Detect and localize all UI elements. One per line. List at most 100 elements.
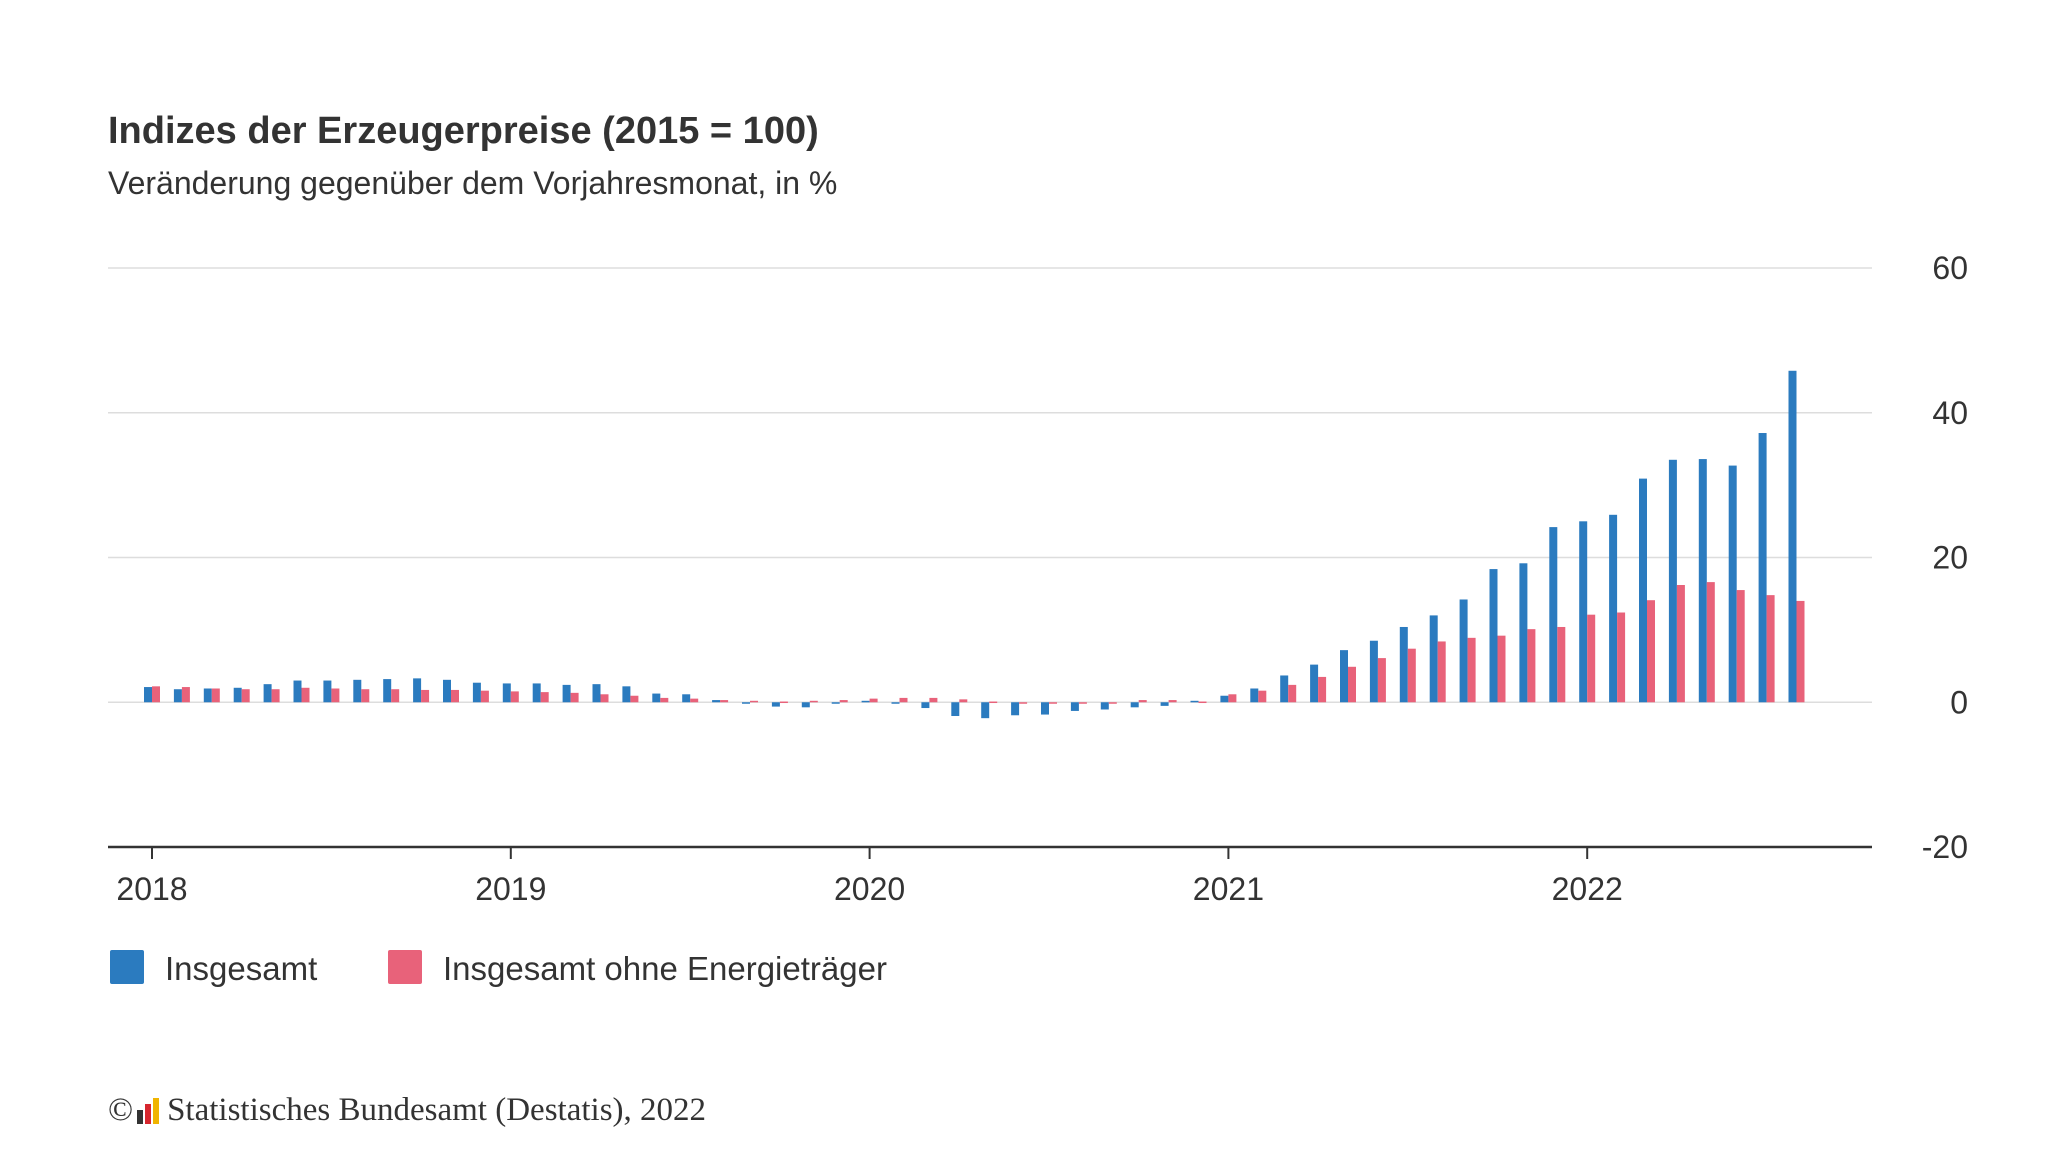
bar-insgesamt[interactable]	[263, 684, 272, 703]
bar-insgesamt[interactable]	[233, 687, 242, 703]
bar-insgesamt[interactable]	[1609, 514, 1618, 703]
bar-insgesamt[interactable]	[1369, 640, 1378, 703]
bar-ohne-energietraeger[interactable]	[1407, 648, 1416, 703]
bar-ohne-energietraeger[interactable]	[391, 689, 400, 703]
bar-insgesamt[interactable]	[1160, 702, 1169, 706]
bar-insgesamt[interactable]	[1489, 569, 1498, 703]
bar-insgesamt[interactable]	[1399, 626, 1408, 703]
bar-ohne-energietraeger[interactable]	[570, 692, 579, 703]
bar-ohne-energietraeger[interactable]	[720, 700, 729, 703]
bar-insgesamt[interactable]	[861, 700, 870, 703]
bar-insgesamt[interactable]	[712, 700, 721, 703]
bar-insgesamt[interactable]	[1130, 702, 1139, 708]
bar-insgesamt[interactable]	[443, 679, 451, 703]
bar-ohne-energietraeger[interactable]	[1019, 702, 1028, 704]
bar-insgesamt[interactable]	[562, 684, 571, 703]
bar-insgesamt[interactable]	[682, 694, 691, 703]
bar-ohne-energietraeger[interactable]	[331, 688, 340, 703]
bar-insgesamt[interactable]	[771, 702, 780, 707]
bar-insgesamt[interactable]	[203, 688, 212, 703]
bar-ohne-energietraeger[interactable]	[301, 687, 310, 703]
bar-ohne-energietraeger[interactable]	[152, 686, 160, 703]
bar-insgesamt[interactable]	[1011, 702, 1020, 716]
bar-ohne-energietraeger[interactable]	[241, 689, 250, 703]
bar-ohne-energietraeger[interactable]	[750, 700, 758, 703]
bar-ohne-energietraeger[interactable]	[1587, 614, 1596, 703]
bar-insgesamt[interactable]	[1190, 700, 1199, 703]
bar-insgesamt[interactable]	[1340, 650, 1348, 703]
bar-insgesamt[interactable]	[323, 680, 332, 703]
bar-ohne-energietraeger[interactable]	[271, 689, 280, 703]
bar-insgesamt[interactable]	[293, 680, 302, 703]
bar-ohne-energietraeger[interactable]	[1078, 702, 1087, 704]
bar-insgesamt[interactable]	[742, 702, 750, 704]
bar-ohne-energietraeger[interactable]	[690, 698, 699, 703]
bar-insgesamt[interactable]	[652, 693, 661, 703]
bar-insgesamt[interactable]	[502, 683, 511, 703]
bar-ohne-energietraeger[interactable]	[809, 700, 818, 703]
bar-ohne-energietraeger[interactable]	[1348, 666, 1356, 703]
bar-insgesamt[interactable]	[472, 682, 481, 703]
bar-ohne-energietraeger[interactable]	[869, 698, 878, 703]
bar-ohne-energietraeger[interactable]	[1527, 629, 1536, 703]
bar-ohne-energietraeger[interactable]	[540, 692, 549, 703]
bar-insgesamt[interactable]	[801, 702, 810, 708]
bar-insgesamt[interactable]	[353, 679, 362, 703]
bar-ohne-energietraeger[interactable]	[1497, 635, 1506, 703]
bar-ohne-energietraeger[interactable]	[989, 701, 998, 704]
bar-ohne-energietraeger[interactable]	[1766, 595, 1775, 703]
bar-insgesamt[interactable]	[1459, 599, 1468, 703]
bar-insgesamt[interactable]	[1728, 465, 1737, 703]
bar-insgesamt[interactable]	[891, 702, 900, 704]
bar-ohne-energietraeger[interactable]	[181, 687, 190, 703]
bar-insgesamt[interactable]	[1041, 702, 1049, 715]
bar-ohne-energietraeger[interactable]	[1617, 612, 1626, 703]
bar-ohne-energietraeger[interactable]	[211, 688, 220, 703]
bar-ohne-energietraeger[interactable]	[1288, 684, 1297, 703]
bar-insgesamt[interactable]	[1639, 478, 1647, 703]
bar-insgesamt[interactable]	[1250, 688, 1259, 703]
bar-ohne-energietraeger[interactable]	[1168, 700, 1177, 703]
bar-ohne-energietraeger[interactable]	[421, 689, 430, 703]
bar-ohne-energietraeger[interactable]	[899, 697, 908, 703]
bar-ohne-energietraeger[interactable]	[839, 700, 848, 703]
bar-insgesamt[interactable]	[981, 702, 990, 719]
bar-insgesamt[interactable]	[1519, 563, 1528, 703]
bar-ohne-energietraeger[interactable]	[1676, 585, 1685, 703]
bar-insgesamt[interactable]	[1788, 370, 1797, 703]
bar-ohne-energietraeger[interactable]	[1437, 641, 1446, 703]
bar-insgesamt[interactable]	[1579, 521, 1588, 703]
bar-insgesamt[interactable]	[1698, 459, 1707, 703]
bar-insgesamt[interactable]	[413, 678, 422, 703]
bar-ohne-energietraeger[interactable]	[630, 695, 639, 703]
bar-insgesamt[interactable]	[1100, 702, 1109, 710]
bar-insgesamt[interactable]	[532, 683, 541, 703]
bar-insgesamt[interactable]	[1310, 664, 1319, 703]
bar-ohne-energietraeger[interactable]	[779, 701, 788, 704]
bar-insgesamt[interactable]	[1280, 675, 1289, 703]
bar-ohne-energietraeger[interactable]	[1377, 658, 1386, 703]
bar-insgesamt[interactable]	[383, 679, 392, 703]
bar-ohne-energietraeger[interactable]	[1706, 582, 1715, 703]
bar-ohne-energietraeger[interactable]	[451, 689, 459, 703]
bar-insgesamt[interactable]	[921, 702, 930, 709]
bar-insgesamt[interactable]	[592, 684, 601, 703]
bar-insgesamt[interactable]	[951, 702, 960, 717]
bar-ohne-energietraeger[interactable]	[361, 689, 370, 703]
bar-insgesamt[interactable]	[1549, 527, 1558, 703]
bar-ohne-energietraeger[interactable]	[1647, 600, 1655, 703]
bar-ohne-energietraeger[interactable]	[1557, 626, 1566, 703]
bar-ohne-energietraeger[interactable]	[1467, 637, 1476, 703]
bar-ohne-energietraeger[interactable]	[1108, 702, 1117, 704]
bar-ohne-energietraeger[interactable]	[1138, 700, 1147, 703]
bar-ohne-energietraeger[interactable]	[600, 694, 609, 703]
bar-ohne-energietraeger[interactable]	[959, 699, 968, 703]
bar-insgesamt[interactable]	[831, 702, 840, 704]
bar-ohne-energietraeger[interactable]	[1736, 590, 1745, 703]
bar-ohne-energietraeger[interactable]	[660, 697, 669, 703]
bar-ohne-energietraeger[interactable]	[1228, 694, 1237, 703]
bar-insgesamt[interactable]	[1429, 615, 1438, 703]
bar-ohne-energietraeger[interactable]	[1198, 701, 1207, 704]
bar-insgesamt[interactable]	[1220, 695, 1229, 703]
bar-insgesamt[interactable]	[622, 686, 631, 703]
